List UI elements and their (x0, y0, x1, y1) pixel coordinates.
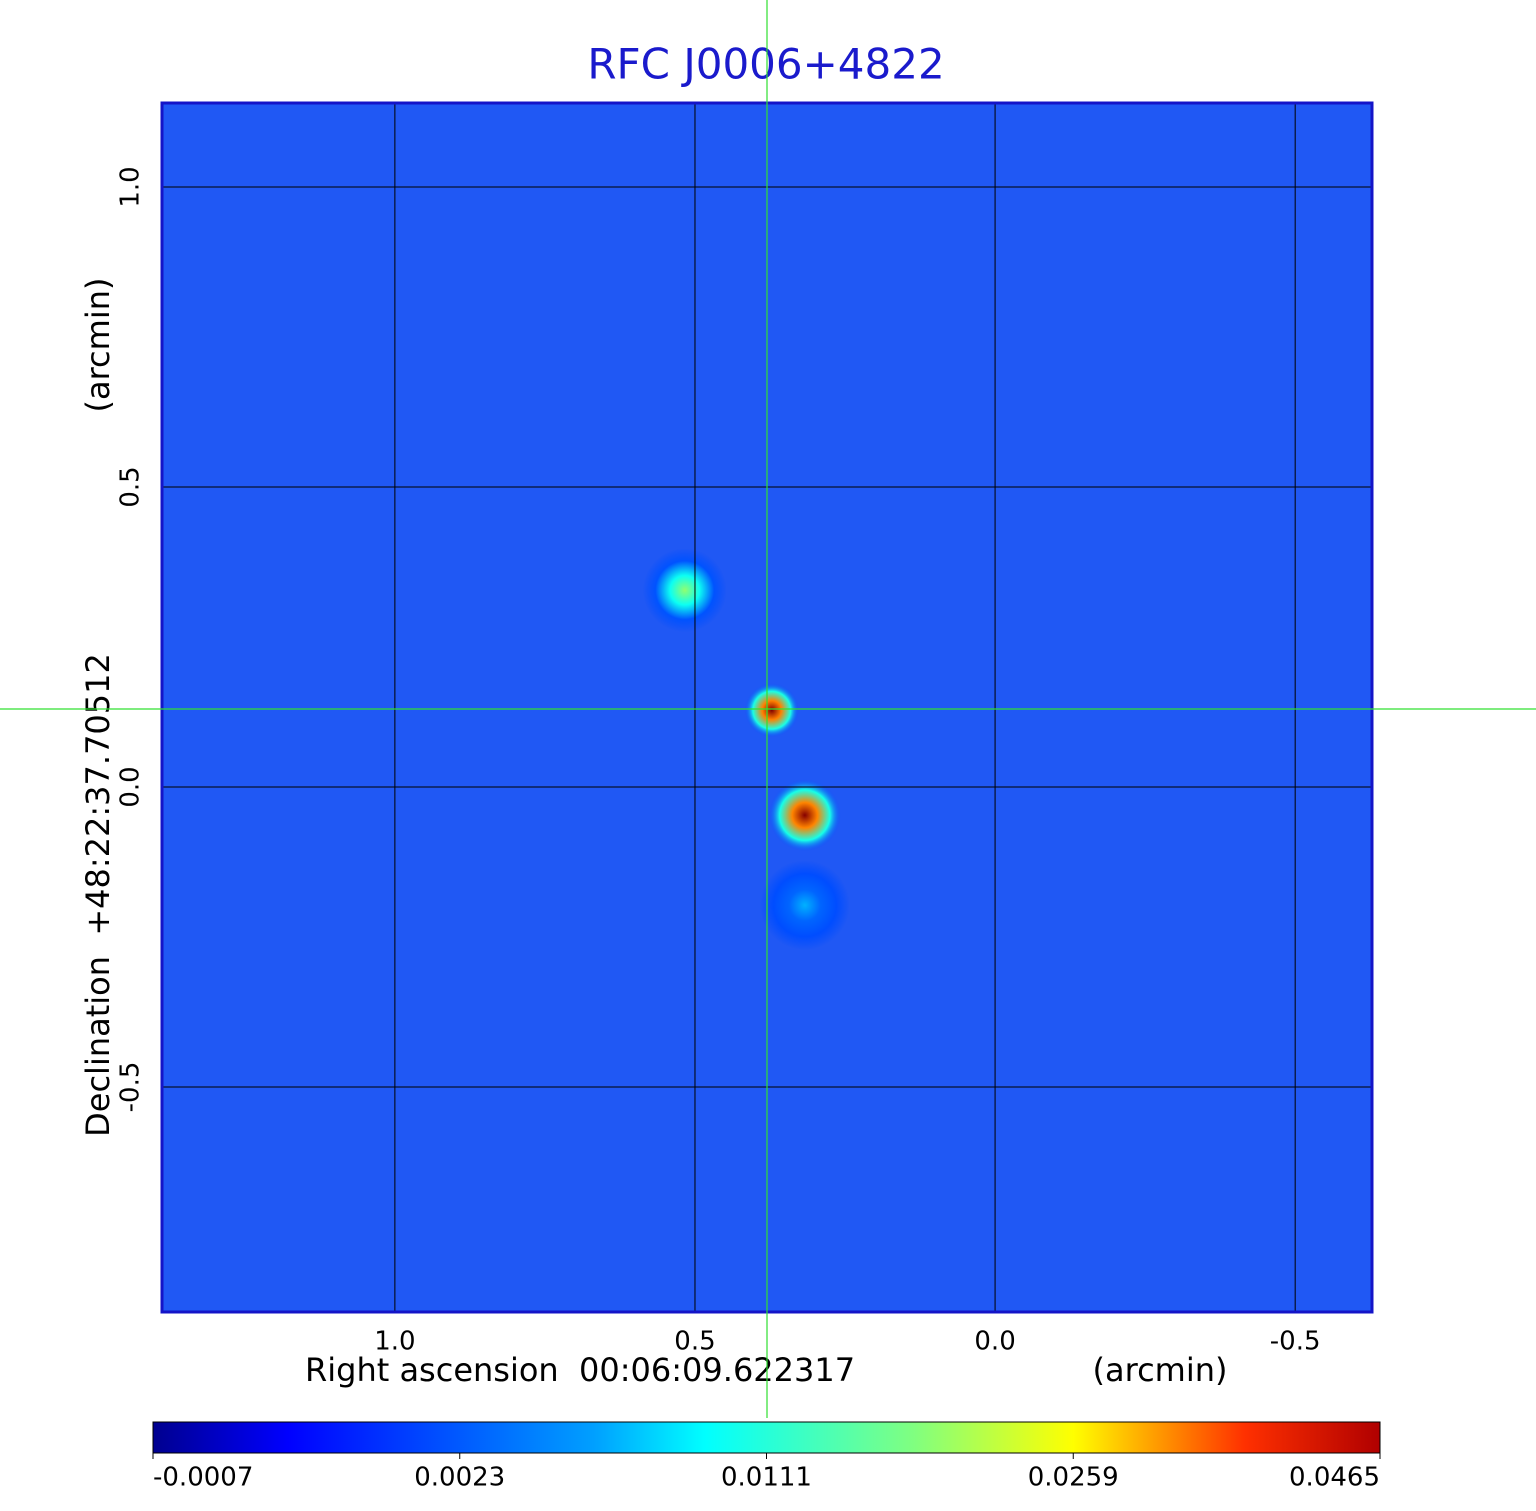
y-tick-label: -0.5 (116, 1062, 146, 1113)
colorbar (152, 1421, 1381, 1454)
y-tick-label: 1.0 (116, 166, 146, 207)
colorbar-tick-label: -0.0007 (153, 1463, 253, 1493)
x-tick-label: 0.0 (974, 1327, 1015, 1357)
source (759, 860, 850, 951)
x-tick-label: -0.5 (1270, 1327, 1321, 1357)
source (768, 779, 841, 852)
chart-title: RFC J0006+4822 (587, 40, 944, 89)
x-tick-label: 1.0 (374, 1327, 415, 1357)
x-axis-unit: (arcmin) (1093, 1351, 1228, 1389)
x-tick-label: 0.5 (674, 1327, 715, 1357)
colorbar-tick-label: 0.0259 (1028, 1463, 1119, 1493)
y-axis-label: Declination +48:22:37.70512 (79, 653, 117, 1137)
y-tick-label: 0.0 (116, 766, 146, 807)
x-axis-label: Right ascension 00:06:09.622317 (305, 1351, 855, 1389)
source (642, 548, 727, 633)
source (744, 683, 799, 738)
y-tick-label: 0.5 (116, 466, 146, 507)
colorbar-tick-label: 0.0465 (1289, 1463, 1380, 1493)
colorbar-tick-label: 0.0111 (721, 1463, 812, 1493)
y-axis-unit: (arcmin) (79, 278, 117, 413)
colorbar-tick-label: 0.0023 (414, 1463, 505, 1493)
